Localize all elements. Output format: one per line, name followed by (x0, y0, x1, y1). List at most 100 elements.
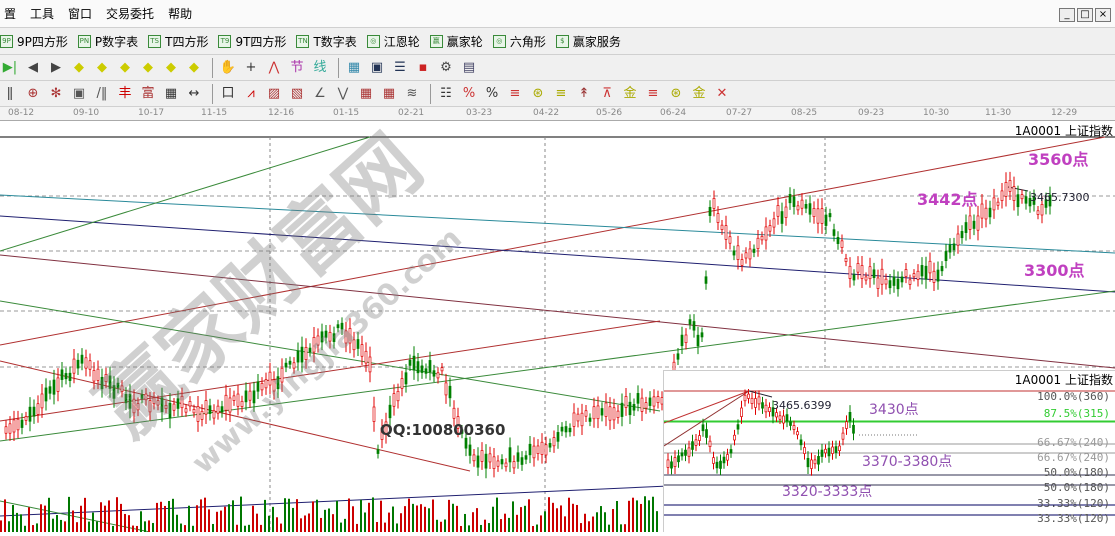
tool-label: 赢家服务 (572, 34, 621, 49)
tool-5[interactable]: ◎ 江恩轮 (366, 33, 420, 50)
notes-icon[interactable]: ☰ (394, 59, 406, 75)
gold-line-icon[interactable]: ≡ (555, 85, 567, 101)
percent-line-icon[interactable]: ≡ (509, 85, 521, 101)
tool-4[interactable]: TN T数字表 (296, 33, 357, 50)
right-diamond-icon[interactable]: ◆ (97, 59, 107, 75)
tool-8[interactable]: $ 赢家服务 (555, 33, 621, 50)
next-icon[interactable]: ▶ (51, 59, 61, 75)
tool-2[interactable]: TS T四方形 (148, 33, 208, 50)
tools-icon[interactable]: ⚙ (440, 59, 452, 75)
candle (336, 324, 340, 329)
candle (904, 269, 908, 277)
hand-icon[interactable]: ✋ (219, 59, 237, 75)
arrow-icon[interactable]: ↟ (578, 85, 590, 101)
percent-fan-icon[interactable]: % (462, 85, 476, 101)
chart-canvas[interactable] (0, 121, 1115, 533)
candle (316, 335, 320, 346)
grid-icon[interactable]: ▦ (164, 85, 178, 101)
date-tick: 10-17 (138, 108, 165, 118)
angle-icon[interactable]: ∠ (314, 85, 326, 101)
star-icon[interactable]: ✻ (50, 85, 62, 101)
candle (464, 437, 468, 449)
volume-bar (508, 517, 510, 532)
volume-bar (568, 497, 570, 532)
lines-icon[interactable]: /‖ (96, 85, 108, 101)
fan-box-icon[interactable]: ▨ (267, 85, 281, 101)
gold4-icon[interactable]: ⊛ (670, 85, 682, 101)
gold3-icon[interactable]: ≡ (647, 85, 659, 101)
tool-icon: T9 (218, 34, 232, 48)
volume-bar (540, 515, 542, 532)
candle (920, 265, 924, 277)
square-icon[interactable]: ▣ (72, 85, 86, 101)
volume-bar (316, 499, 318, 532)
gold-icon[interactable]: ⊛ (532, 85, 544, 101)
fan-icon[interactable]: ⩘ (247, 85, 255, 101)
up-down-icon[interactable]: ◆ (189, 59, 199, 75)
volume-bar (400, 513, 402, 532)
shrink-icon[interactable]: ◆ (143, 59, 153, 75)
prev-icon[interactable]: ◀ (28, 59, 38, 75)
menu-help[interactable]: 帮助 (168, 7, 193, 21)
volume-bar (192, 525, 194, 532)
tool-7[interactable]: ◎ 六角形 (492, 33, 546, 50)
pattern-icon[interactable]: 线 (313, 59, 327, 75)
candle (112, 385, 116, 399)
restore-button[interactable]: □ (1077, 8, 1093, 22)
menu-window[interactable]: 窗口 (68, 7, 93, 21)
candle (864, 276, 868, 281)
kline-chart[interactable]: 1A0001 上证指数 3560点 3442点 3300点 3465.7300 … (0, 117, 1115, 533)
menu-trade[interactable]: 交易委托 (106, 7, 155, 21)
cross-diamond-icon[interactable]: ◆ (166, 59, 176, 75)
ruler-icon[interactable]: ⊼ (602, 85, 612, 101)
candle (612, 407, 616, 421)
candle (936, 269, 940, 282)
date-tick: 01-15 (333, 108, 360, 118)
candle (940, 266, 944, 272)
zigzag-icon[interactable]: ⋁ (337, 85, 349, 101)
table-icon[interactable]: ☷ (440, 85, 452, 101)
save-icon[interactable]: ▪ (418, 59, 428, 75)
trend-line (0, 254, 1115, 369)
menu-tools[interactable]: 工具 (30, 7, 55, 21)
calculator-icon[interactable]: ▣ (370, 59, 384, 75)
tool-3[interactable]: T9 9T四方形 (218, 33, 286, 50)
box-icon[interactable]: 口 (221, 85, 235, 101)
symbol-icon[interactable]: 丰 (118, 85, 132, 101)
minimize-button[interactable]: _ (1059, 8, 1075, 22)
line-icon[interactable]: ⋀ (268, 59, 280, 75)
gold6-icon[interactable]: ✕ (716, 85, 728, 101)
grid2-icon[interactable]: ▦ (359, 85, 373, 101)
symbol2-icon[interactable]: 富 (141, 85, 155, 101)
percent-icon[interactable]: % (485, 85, 499, 101)
trend-line (0, 300, 661, 412)
volume-bar (596, 512, 598, 532)
section-icon[interactable]: 节 (290, 59, 304, 75)
menu-settings[interactable]: 置 (4, 7, 17, 21)
crosshair-icon[interactable]: + (245, 59, 257, 75)
inset-high-value: 3465.6399 (772, 399, 832, 412)
volume-bar (296, 499, 298, 532)
parallel-icon[interactable]: ≋ (406, 85, 418, 101)
gold2-icon[interactable]: 金 (623, 85, 637, 101)
left-diamond-icon[interactable]: ◆ (74, 59, 84, 75)
calendar-icon[interactable]: ▦ (347, 59, 361, 75)
last-icon[interactable]: ▶| (2, 59, 18, 75)
volume-bar (56, 515, 58, 532)
tool-1[interactable]: PN P数字表 (77, 33, 138, 50)
expand-icon[interactable]: ◆ (120, 59, 130, 75)
candle (832, 229, 836, 236)
tool-0[interactable]: 9P 9P四方形 (0, 33, 68, 50)
volume-bar (308, 513, 310, 532)
tool-6[interactable]: 赢赢家轮 (429, 33, 483, 50)
grid3-icon[interactable]: ▦ (382, 85, 396, 101)
fan-box2-icon[interactable]: ▧ (290, 85, 304, 101)
gann-icon[interactable]: ǁ (6, 85, 14, 101)
measure-icon[interactable]: ↔ (188, 85, 200, 101)
gold5-icon[interactable]: 金 (692, 85, 706, 101)
close-button[interactable]: × (1095, 8, 1111, 22)
trend-line (0, 136, 1106, 346)
print-icon[interactable]: ▤ (462, 59, 476, 75)
candle (616, 410, 620, 418)
circle-icon[interactable]: ⊕ (27, 85, 39, 101)
